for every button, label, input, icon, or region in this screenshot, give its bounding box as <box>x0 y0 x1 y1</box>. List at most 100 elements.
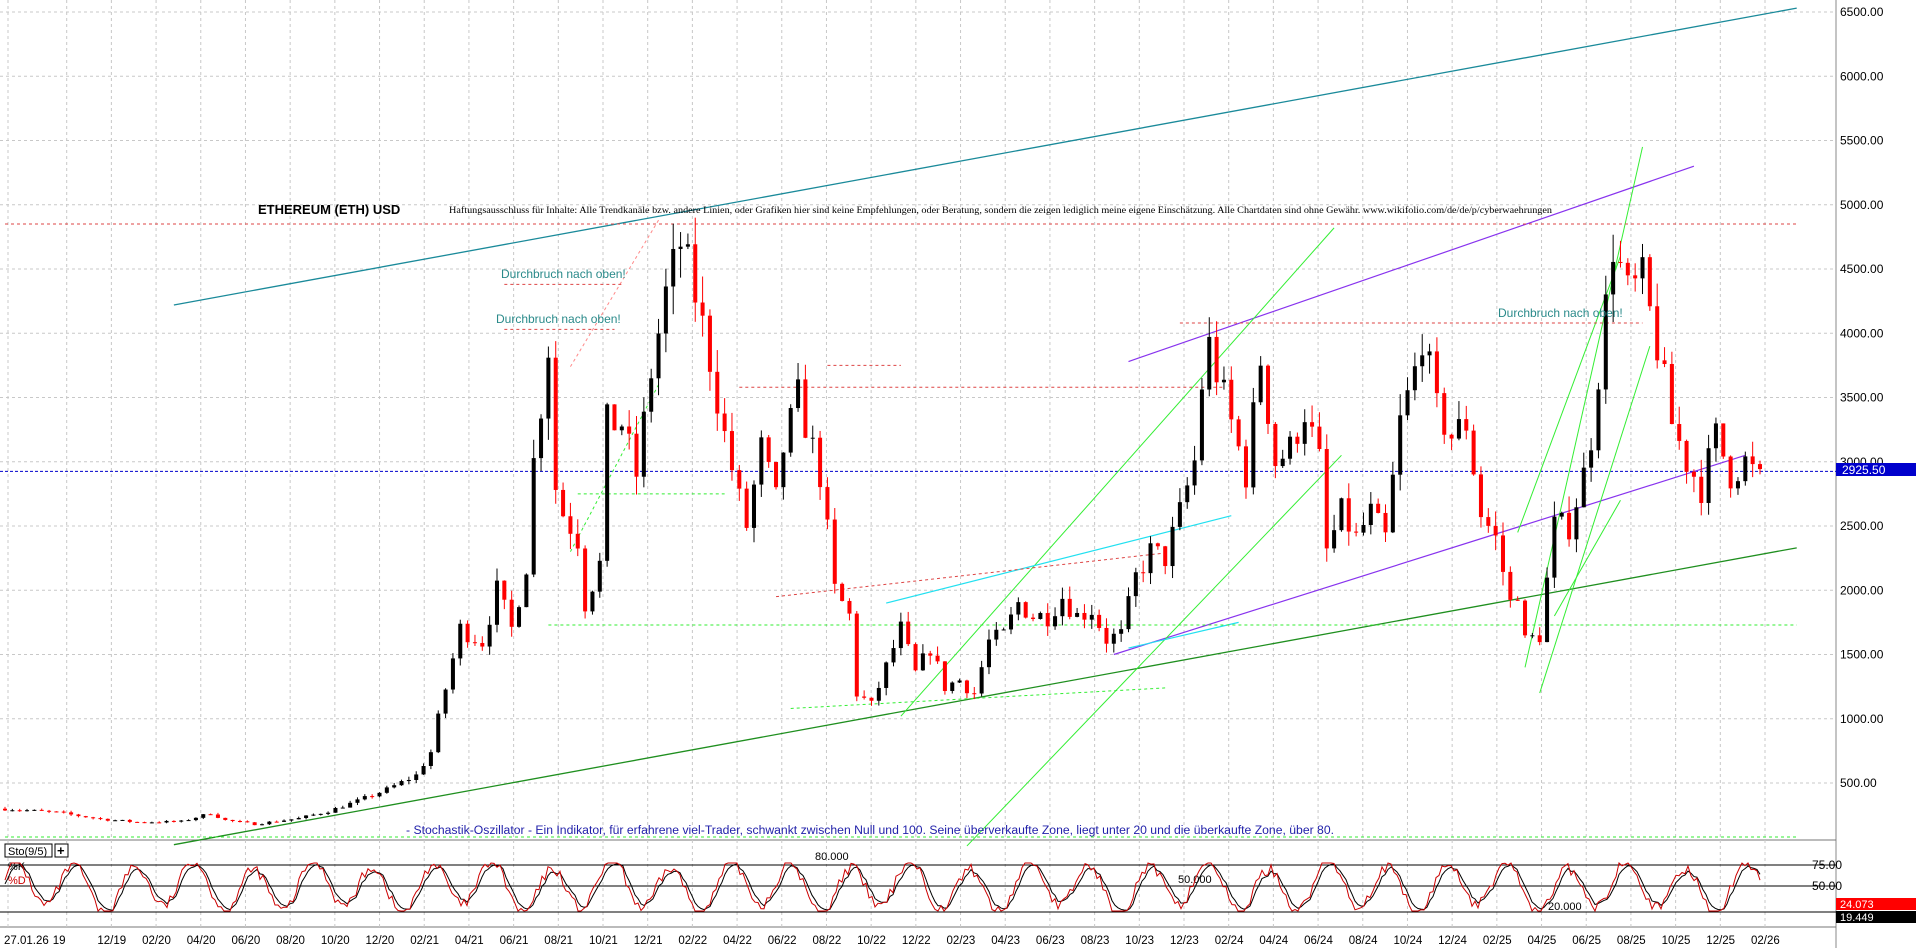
candle-body <box>935 655 940 662</box>
osc-tick-50: 50.00 <box>1812 879 1842 893</box>
candle-body <box>862 696 867 698</box>
candle-body <box>1295 436 1300 444</box>
candle-body <box>994 629 999 640</box>
candle-body <box>494 580 499 625</box>
candle-body <box>553 357 558 490</box>
candle-body <box>884 662 889 688</box>
candle-body <box>149 822 154 824</box>
candle-body <box>201 814 206 818</box>
candle-body <box>1310 422 1315 427</box>
x-tick-label: 27.01.26 <box>4 935 49 947</box>
candle-body <box>1728 456 1733 489</box>
candle-body <box>1266 365 1271 424</box>
candle-body <box>348 802 353 808</box>
candle-body <box>502 580 507 600</box>
candle-body <box>1434 351 1439 394</box>
candle-body <box>1258 365 1263 403</box>
x-tick-label: 12/23 <box>1170 935 1199 947</box>
y-tick-label: 1500.00 <box>1840 648 1884 662</box>
candle-body <box>1398 415 1403 475</box>
candle-body <box>384 787 389 793</box>
candle-body <box>1486 517 1491 526</box>
candle-body <box>1155 543 1160 547</box>
candle-body <box>1625 262 1630 276</box>
candle-body <box>810 437 815 439</box>
candle-body <box>575 533 580 549</box>
k-value: 24.073 <box>1840 899 1874 911</box>
candle-body <box>1229 379 1234 420</box>
candle-body <box>355 799 360 803</box>
d-value: 19.449 <box>1840 912 1874 924</box>
candle-body <box>942 661 947 691</box>
candle-body <box>678 246 683 249</box>
candle-body <box>1691 471 1696 477</box>
x-tick-label: 02/20 <box>142 935 171 947</box>
candle-body <box>590 591 595 612</box>
candle-body <box>634 433 639 477</box>
candle-body <box>1449 434 1454 439</box>
x-tick-label: 02/24 <box>1215 935 1244 947</box>
candle-body <box>1530 635 1535 637</box>
candle-body <box>840 583 845 601</box>
candle-body <box>539 418 544 459</box>
candle-body <box>1016 602 1021 615</box>
candle-body <box>531 458 536 575</box>
last-price: 2925.50 <box>1842 463 1886 477</box>
candle-body <box>1420 355 1425 367</box>
plus-icon: + <box>57 843 65 858</box>
candle-body <box>1515 599 1520 601</box>
y-tick-label: 2500.00 <box>1840 519 1884 533</box>
candle-body <box>641 411 646 477</box>
stochastic-k-line <box>4 862 1761 913</box>
candle-body <box>76 814 81 817</box>
candle-body <box>237 821 242 823</box>
candle-body <box>458 623 463 659</box>
candle-body <box>230 819 235 822</box>
x-tick-label: 06/20 <box>231 935 260 947</box>
candle-body <box>1185 485 1190 503</box>
candle-body <box>25 810 30 812</box>
candle-body <box>729 431 734 471</box>
candle-body <box>869 697 874 701</box>
indicator-label-box[interactable] <box>4 843 53 858</box>
candle-body <box>1324 449 1329 549</box>
annotation-breakout-2: Durchbruch nach oben! <box>496 312 621 326</box>
candle-body <box>113 820 118 822</box>
candle-body <box>1618 261 1623 263</box>
x-tick-label: 02/21 <box>410 935 439 947</box>
candle-body <box>612 404 617 431</box>
candle-body <box>326 812 331 814</box>
y-tick-label: 500.00 <box>1840 776 1877 790</box>
candle-body <box>1280 458 1285 467</box>
candle-body <box>1640 257 1645 279</box>
trend-line <box>1128 621 1239 649</box>
candle-body <box>436 713 441 753</box>
candle-body <box>1677 424 1682 441</box>
candle-body <box>509 599 514 627</box>
candle-body <box>1662 360 1667 365</box>
x-tick-label: 08/20 <box>276 935 305 947</box>
candle-body <box>1163 546 1168 567</box>
candle-body <box>1567 512 1572 540</box>
candle-body <box>179 820 184 822</box>
x-tick-label: 06/22 <box>768 935 797 947</box>
x-tick-label: 12/25 <box>1706 935 1735 947</box>
candle-body <box>1354 531 1359 533</box>
candle-body <box>1735 481 1740 489</box>
candle-body <box>304 815 309 818</box>
y-tick-label: 6500.00 <box>1840 5 1884 19</box>
d-value-badge <box>1836 911 1916 923</box>
candle-body <box>1023 602 1028 618</box>
candle-body <box>524 574 529 608</box>
candle-body <box>47 810 52 812</box>
add-indicator-button[interactable] <box>54 843 69 858</box>
candle-body <box>1148 543 1153 574</box>
candle-body <box>1508 571 1513 600</box>
candle-body <box>1133 572 1138 597</box>
candle-body <box>1545 577 1550 643</box>
candle-body <box>1669 364 1674 425</box>
candle-body <box>964 680 969 694</box>
candle-body <box>1493 525 1498 536</box>
candle-body <box>1655 306 1660 361</box>
